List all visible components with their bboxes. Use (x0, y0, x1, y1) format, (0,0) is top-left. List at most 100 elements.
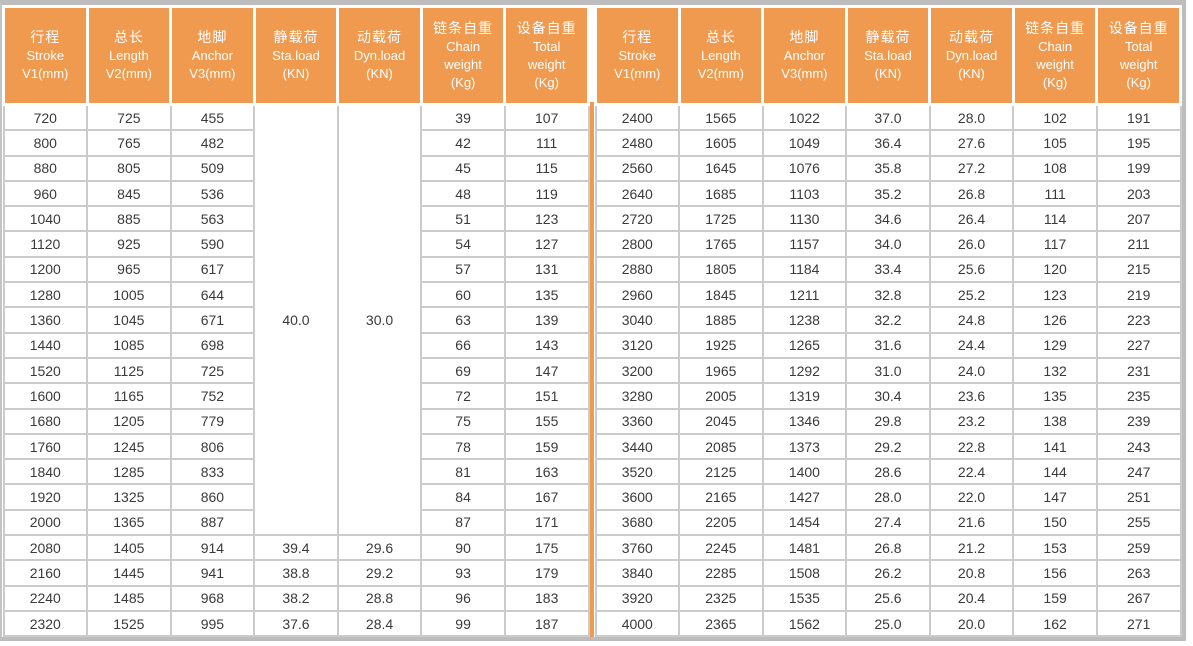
table-cell: 1508 (761, 559, 848, 587)
table-cell: 27.6 (928, 129, 1015, 157)
table-cell: 42 (420, 129, 506, 157)
table-cell: 99 (420, 609, 506, 638)
table-cell: 1645 (678, 154, 764, 182)
table-cell: 63 (420, 306, 506, 334)
column-header-line: V1(mm) (614, 66, 661, 81)
table-cell: 159 (503, 432, 590, 461)
table-cell: 644 (169, 281, 256, 309)
table-cell: 227 (1095, 331, 1182, 359)
table-cell: 1076 (761, 154, 848, 182)
table-cell: 752 (169, 382, 256, 410)
table-cell: 27.2 (928, 154, 1015, 182)
table-cell: 87 (420, 508, 506, 537)
table-cell: 20.0 (928, 609, 1015, 638)
table-cell: 215 (1095, 255, 1182, 284)
table-cell: 1925 (678, 331, 764, 359)
table-cell: 32.2 (845, 306, 931, 334)
table-cell: 1130 (761, 205, 848, 233)
table-cell: 1520 (2, 356, 89, 385)
table-cell: 29.6 (336, 534, 423, 562)
table-cell: 38.2 (253, 584, 339, 612)
column-header-line: (Kg) (1126, 75, 1151, 90)
table-cell: 833 (169, 458, 256, 486)
table-cell: 2320 (2, 609, 89, 638)
table-cell: 93 (420, 559, 506, 587)
table-row: 720 725 455 40.0 30.0 39 107 (2, 103, 590, 537)
table-cell: 3840 (594, 559, 681, 587)
table-cell: 167 (503, 483, 590, 511)
table-cell: 20.8 (928, 559, 1015, 587)
table-cell: 1360 (2, 306, 89, 334)
table-cell: 139 (503, 306, 590, 334)
table-cell: 263 (1095, 559, 1182, 587)
table-cell: 2800 (594, 230, 681, 258)
column-header-line: (KN) (366, 66, 393, 81)
table-cell: 1157 (761, 230, 848, 258)
table-cell: 219 (1095, 281, 1182, 309)
table-cell: 120 (1012, 255, 1098, 284)
table-row: 1200 965 617 57 131 (2, 255, 590, 284)
table-cell: 25.6 (845, 584, 931, 612)
table-cell: 2720 (594, 205, 681, 233)
table-cell: 3760 (594, 534, 681, 562)
table-cell: 806 (169, 432, 256, 461)
table-cell: 1440 (2, 331, 89, 359)
table-cell: 34.0 (845, 230, 931, 258)
table-cell: 171 (503, 508, 590, 537)
table-cell: 960 (2, 179, 89, 208)
table-cell: 2480 (594, 129, 681, 157)
table-cell: 1205 (86, 407, 172, 435)
column-header-line: Anchor (783, 48, 825, 63)
table-cell: 720 (2, 103, 89, 132)
column-header-zh: 设备自重 (1108, 20, 1169, 36)
table-cell: 880 (2, 154, 89, 182)
column-header-line: (KN) (958, 66, 985, 81)
column-header: 动载荷 Dyn.load (KN) (928, 5, 1015, 106)
merged-sta-load-cell: 40.0 (253, 103, 339, 537)
center-divider (590, 5, 594, 638)
table-cell: 111 (503, 129, 590, 157)
table-cell: 24.8 (928, 306, 1015, 334)
table-cell: 235 (1095, 382, 1182, 410)
table-cell: 1427 (761, 483, 848, 511)
table-cell: 203 (1095, 179, 1182, 208)
table-row: 2560 1645 1076 35.8 27.2 108 199 (594, 154, 1182, 182)
table-cell: 1840 (2, 458, 89, 486)
column-header-line: weight (444, 57, 482, 72)
table-cell: 25.6 (928, 255, 1015, 284)
table-cell: 24.4 (928, 331, 1015, 359)
table-cell: 138 (1012, 407, 1098, 435)
table-cell: 860 (169, 483, 256, 511)
table-cell: 1022 (761, 103, 848, 132)
table-cell: 191 (1095, 103, 1182, 132)
table-cell: 2165 (678, 483, 764, 511)
column-header-line: Total (1124, 39, 1153, 54)
table-cell: 965 (86, 255, 172, 284)
table-cell: 26.0 (928, 230, 1015, 258)
table-cell: 509 (169, 154, 256, 182)
table-row: 3120 1925 1265 31.6 24.4 129 227 (594, 331, 1182, 359)
table-cell: 2125 (678, 458, 764, 486)
table-row: 3840 2285 1508 26.2 20.8 156 263 (594, 559, 1182, 587)
table-cell: 1485 (86, 584, 172, 612)
table-cell: 126 (1012, 306, 1098, 334)
table-row: 880 805 509 45 115 (2, 154, 590, 182)
column-header-line: (KN) (874, 66, 902, 81)
table-row: 2000 1365 887 87 171 (2, 508, 590, 537)
table-cell: 207 (1095, 205, 1182, 233)
table-cell: 1481 (761, 534, 848, 562)
column-header-line: Length (108, 48, 149, 63)
table-cell: 725 (86, 103, 172, 132)
table-cell: 187 (503, 609, 590, 638)
column-header-zh: 动载荷 (357, 29, 403, 45)
table-cell: 1085 (86, 331, 172, 359)
column-header-zh: 链条自重 (433, 20, 494, 36)
column-header-line: Dyn.load (945, 48, 998, 63)
column-header-line: Chain (446, 39, 481, 54)
table-cell: 1049 (761, 129, 848, 157)
table-cell: 28.0 (928, 103, 1015, 132)
table-cell: 887 (169, 508, 256, 537)
table-cell: 39 (420, 103, 506, 132)
table-cell: 271 (1095, 609, 1182, 638)
table-cell: 2880 (594, 255, 681, 284)
